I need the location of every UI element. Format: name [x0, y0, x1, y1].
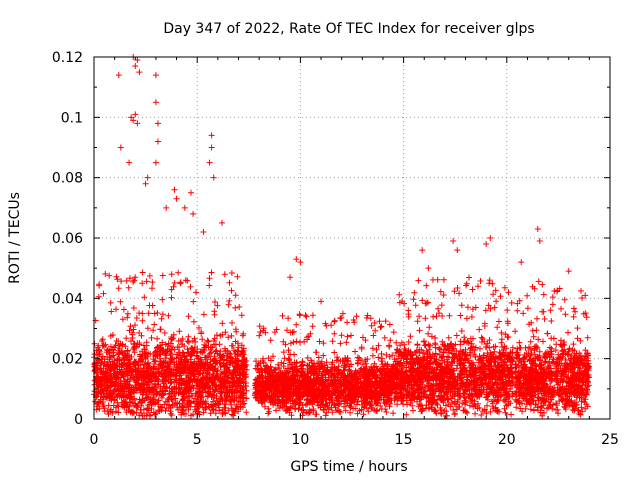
x-tick-label: 10 [291, 432, 309, 448]
x-tick-label: 5 [193, 432, 202, 448]
roti-point [450, 238, 457, 245]
y-tick-label: 0.02 [52, 352, 83, 368]
roti-point [287, 274, 294, 281]
roti-point [173, 195, 180, 202]
roti-point [188, 189, 195, 196]
roti-point [136, 69, 143, 76]
axis-ticks [93, 56, 611, 420]
x-axis-label: GPS time / hours [290, 459, 407, 475]
roti-point [487, 235, 494, 241]
roti-point [210, 174, 217, 181]
roti-point [190, 210, 197, 217]
y-tick-label: 0.06 [52, 231, 83, 247]
roti-point [483, 241, 490, 248]
y-tick-label: 0.08 [52, 171, 83, 187]
roti-point [206, 159, 213, 166]
roti-point [534, 225, 541, 232]
roti-point [536, 238, 543, 245]
roti-point [208, 132, 215, 139]
y-tick-label: 0.12 [52, 50, 83, 66]
roti-point [163, 204, 170, 211]
roti-point [154, 138, 161, 145]
roti-point [117, 144, 124, 151]
roti-point [171, 186, 178, 193]
roti-point [200, 228, 207, 235]
roti-point [128, 114, 135, 121]
x-tick-label: 15 [395, 432, 413, 448]
roti-point [130, 117, 137, 124]
tick-labels: 0 5 10 15 20 25 0 0.02 0.04 0.06 0.08 0.1 0.12 [52, 50, 619, 448]
roti-point [297, 259, 304, 266]
roti-point [425, 265, 432, 272]
roti-point [152, 159, 159, 166]
y-axis-label: ROTI / TECUs [7, 192, 23, 284]
data-points [91, 54, 593, 419]
roti-point [144, 174, 151, 181]
roti-point [132, 63, 139, 70]
roti-point [419, 247, 426, 254]
roti-point [152, 72, 159, 79]
roti-point [293, 256, 300, 263]
x-tick-label: 25 [601, 432, 619, 448]
grid-lines [94, 57, 610, 419]
roti-point [218, 219, 225, 226]
roti-point [134, 120, 141, 127]
x-tick-label: 0 [90, 432, 99, 448]
roti-point [154, 120, 161, 127]
roti-point-cloud [91, 269, 593, 419]
roti-point [142, 180, 149, 187]
x-tick-label: 20 [498, 432, 516, 448]
roti-point [582, 292, 589, 299]
chart-title: Day 347 of 2022, Rate Of TEC Index for r… [163, 21, 534, 37]
roti-point [126, 159, 133, 166]
roti-point [134, 57, 141, 64]
roti-point [518, 259, 525, 266]
roti-point [132, 111, 139, 118]
roti-point [208, 144, 215, 151]
roti-point [318, 298, 325, 305]
roti-point [565, 268, 572, 275]
y-tick-label: 0.04 [52, 291, 83, 307]
roti-point [181, 204, 188, 211]
roti-point [454, 247, 461, 254]
roti-point [115, 72, 122, 79]
y-tick-label: 0 [74, 412, 83, 428]
roti-point [152, 99, 159, 106]
y-tick-label: 0.1 [61, 110, 83, 126]
